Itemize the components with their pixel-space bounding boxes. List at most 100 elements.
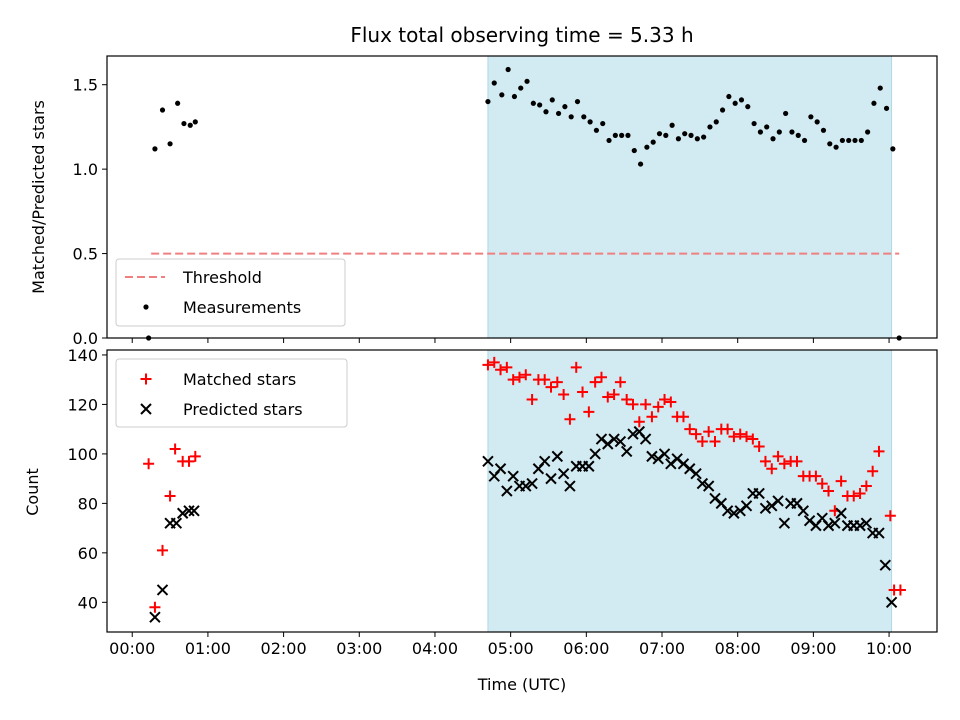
predicted-star-point [183, 505, 195, 517]
figure-title: Flux total observing time = 5.33 h [350, 23, 693, 47]
matched-star-point [766, 463, 778, 475]
matched-star-point [577, 386, 589, 398]
predicted-star-point [551, 450, 564, 463]
predicted-star-point [658, 448, 671, 460]
matched-star-point [627, 398, 639, 410]
top-legend: Threshold Measurements [115, 258, 346, 327]
measurement-point [833, 144, 839, 150]
matched-star-point [164, 490, 176, 502]
measurement-point [491, 80, 497, 86]
measurement-point [858, 137, 864, 144]
matched-star-point [753, 440, 765, 452]
predicted-star-point [188, 505, 200, 517]
measurement-point [789, 129, 795, 135]
matched-star-point [507, 374, 519, 386]
matched-star-point [149, 601, 161, 613]
matched-star-point [646, 411, 658, 423]
measurement-point [827, 141, 833, 147]
predicted-star-point [753, 487, 765, 500]
bottom-x-tick-label: 10:00 [866, 639, 912, 658]
measurement-point [745, 104, 751, 110]
matched-star-point [633, 416, 645, 428]
predicted-star-point [728, 507, 740, 519]
measurement-point [619, 132, 625, 138]
predicted-star-point [545, 472, 557, 485]
x-axis-title: Time (UTC) [477, 675, 566, 694]
matched-star-point [640, 398, 652, 410]
predicted-star-point [721, 505, 734, 517]
bottom-axes-frame [106, 349, 938, 633]
top-legend-box [115, 258, 346, 327]
measurement-point [637, 161, 644, 167]
matched-star-point [709, 436, 721, 448]
matched-star-point [495, 364, 507, 376]
matched-star-point [816, 478, 828, 490]
top-panel: 0.0 0.5 1.0 1.5 Threshold Measurements [73, 55, 938, 348]
measurement-point [543, 109, 549, 115]
top-y-tick-label: 1.5 [73, 76, 98, 95]
measurement-point [593, 127, 600, 133]
measurement-point [587, 119, 593, 125]
measurement-point [581, 114, 587, 120]
predicted-star-point [690, 467, 702, 480]
top-y-tick-label: 0.5 [73, 245, 98, 264]
matched-star-point [873, 445, 885, 457]
legend-matched-swatch [140, 373, 152, 385]
bottom-x-tick-label: 06:00 [563, 639, 609, 658]
measurement-point [650, 139, 656, 145]
matched-star-point [894, 584, 906, 596]
matched-star-point [684, 423, 696, 435]
top-y-axis-title: Matched/Predicted stars [29, 100, 48, 294]
measurement-point [820, 127, 827, 133]
predicted-star-point [879, 559, 891, 571]
matched-star-point [778, 458, 790, 470]
predicted-star-point [501, 485, 513, 497]
measurement-point [663, 132, 669, 138]
bottom-y-tick-label: 120 [67, 395, 98, 414]
bottom-x-tick-label: 05:00 [488, 639, 534, 658]
matched-star-point [696, 436, 708, 448]
measurement-point [656, 131, 663, 137]
matched-star-point [539, 374, 551, 386]
matched-star-point [558, 389, 570, 401]
measurement-point [612, 132, 618, 138]
predicted-star-point [835, 507, 847, 519]
measurement-point [783, 110, 789, 117]
measurement-point [524, 78, 530, 84]
bottom-x-tick-label: 09:00 [790, 639, 836, 658]
measurement-point [726, 93, 732, 100]
top-y-tick-label: 0.0 [73, 329, 98, 348]
measurement-point [187, 122, 193, 128]
measurement-point [757, 129, 764, 135]
measurement-point [890, 146, 896, 152]
matched-star-point [722, 423, 734, 435]
matched-star-point [728, 431, 740, 443]
measurement-point [839, 137, 845, 144]
matched-star-point [665, 396, 677, 408]
predicted-star-point [564, 480, 576, 492]
predicted-star-point [778, 517, 791, 529]
measurement-point [555, 110, 562, 117]
matched-star-point [169, 443, 181, 455]
predicted-star-point [507, 470, 519, 482]
bottom-y-tick-label: 40 [78, 593, 98, 612]
bottom-x-tick-label: 01:00 [185, 639, 231, 658]
predicted-star-point [860, 517, 873, 529]
measurement-point [181, 120, 187, 127]
matched-star-point [860, 480, 872, 492]
matched-star-point [741, 431, 753, 443]
top-shaded-region [487, 55, 893, 339]
measurement-point [152, 146, 158, 152]
matched-star-point [759, 455, 771, 467]
bottom-x-tick-label: 03:00 [336, 639, 382, 658]
measurement-point [713, 119, 719, 125]
measurement-point [701, 134, 707, 140]
matched-star-point [513, 371, 525, 383]
legend-measurements-swatch [143, 304, 149, 310]
predicted-star-point [829, 517, 841, 529]
matched-star-point [595, 371, 607, 383]
predicted-star-point [176, 507, 189, 519]
matched-star-point [747, 433, 759, 445]
predicted-star-point [538, 455, 551, 468]
